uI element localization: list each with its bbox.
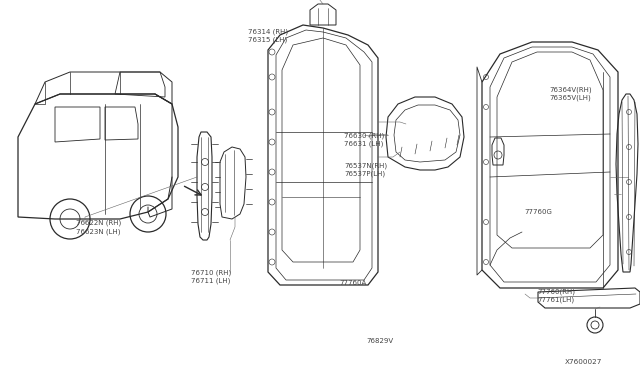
Text: X7600027: X7600027 xyxy=(564,359,602,365)
Text: 77760G: 77760G xyxy=(525,209,553,215)
Text: 76631 (LH): 76631 (LH) xyxy=(344,141,384,147)
Text: 77761(LH): 77761(LH) xyxy=(538,297,575,304)
Text: 76829V: 76829V xyxy=(366,339,393,344)
Text: 76365V(LH): 76365V(LH) xyxy=(549,94,591,101)
Text: 76710 (RH): 76710 (RH) xyxy=(191,269,231,276)
Text: 76315 (LH): 76315 (LH) xyxy=(248,36,287,43)
Text: 77760A: 77760A xyxy=(339,280,367,286)
Text: 76622N (RH): 76622N (RH) xyxy=(76,220,121,227)
Text: 77760(RH): 77760(RH) xyxy=(538,289,575,295)
Text: 76623N (LH): 76623N (LH) xyxy=(76,228,120,235)
Text: 76364V(RH): 76364V(RH) xyxy=(549,86,592,93)
Text: 76537N(RH): 76537N(RH) xyxy=(344,162,387,169)
Text: 76711 (LH): 76711 (LH) xyxy=(191,277,230,284)
Text: 76537P(LH): 76537P(LH) xyxy=(344,170,385,177)
Text: 76630 (RH): 76630 (RH) xyxy=(344,132,385,139)
Text: 76314 (RH): 76314 (RH) xyxy=(248,28,289,35)
